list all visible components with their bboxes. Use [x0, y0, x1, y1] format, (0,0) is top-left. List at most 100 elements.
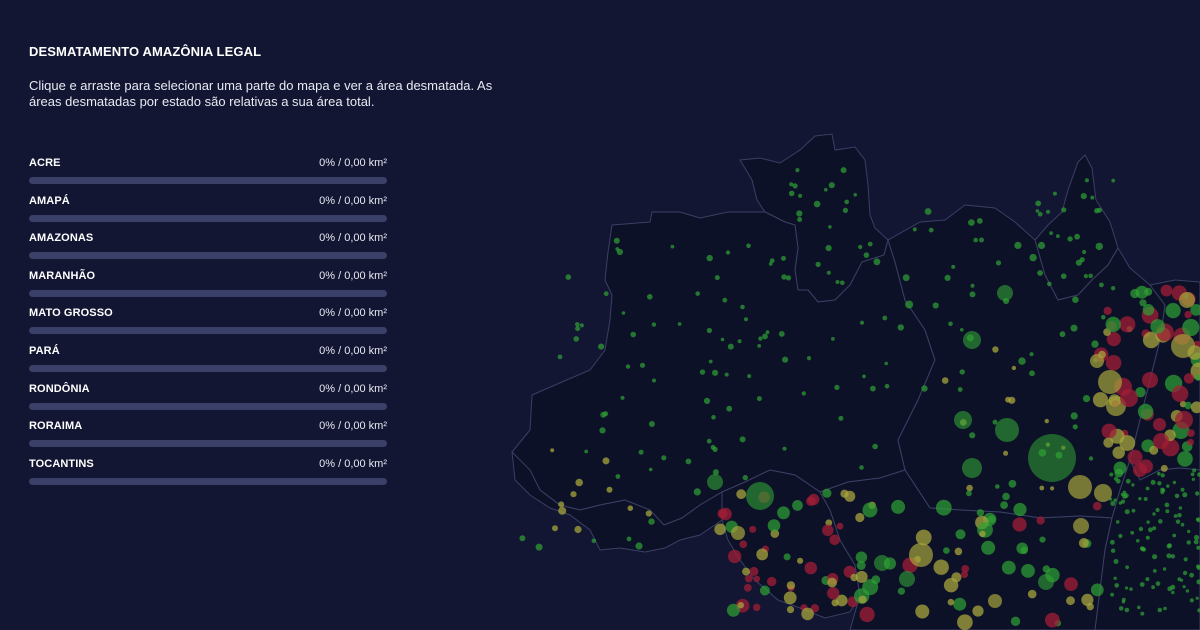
deforestation-dot-red [1064, 577, 1078, 591]
deforestation-dot-green [924, 208, 932, 215]
region-amazonas[interactable] [511, 211, 936, 526]
state-deforestation-value: 0% / 0,00 km² [319, 307, 387, 320]
deforestation-dot-green [1182, 570, 1188, 576]
deforestation-dot-green [969, 291, 976, 298]
deforestation-dot-green [921, 385, 928, 392]
deforestation-dot-green [1021, 564, 1035, 578]
state-row-header: MATO GROSSO 0% / 0,00 km² [29, 305, 387, 321]
deforestation-dot-green [1142, 304, 1155, 316]
deforestation-dot-green [1183, 557, 1188, 562]
deforestation-dot-green [1158, 519, 1163, 524]
deforestation-dot-green [765, 330, 770, 335]
deforestation-bubble-green [954, 411, 972, 429]
deforestation-dot-yellow [552, 525, 558, 532]
deforestation-dot-green [1150, 479, 1156, 485]
deforestation-dot-green [757, 344, 762, 348]
deforestation-dot-green [1114, 583, 1119, 588]
deforestation-dot-green [788, 190, 795, 197]
deforestation-dot-green [1167, 586, 1173, 592]
deforestation-dot-green [598, 343, 605, 350]
deforestation-dot-green [1121, 600, 1126, 604]
state-row-header: MARANHÃO 0% / 0,00 km² [29, 268, 387, 284]
deforestation-dot-green [1039, 536, 1046, 543]
deforestation-dot-green [1080, 193, 1087, 200]
deforestation-dot-green [976, 218, 983, 224]
deforestation-dot-yellow [1050, 486, 1055, 491]
deforestation-dot-green [1000, 501, 1008, 509]
deforestation-dot-green [1157, 471, 1161, 476]
deforestation-dot-red [753, 603, 761, 612]
state-name: MARANHÃO [29, 269, 96, 282]
deforestation-dot-green [1082, 395, 1091, 403]
deforestation-dot-green [1113, 461, 1127, 475]
deforestation-dot-yellow [1039, 485, 1045, 491]
deforestation-dot-yellow [941, 377, 949, 384]
deforestation-dot-red [749, 525, 757, 533]
deforestation-dot-green [948, 321, 953, 327]
deforestation-dot-green [844, 199, 849, 205]
deforestation-dot-green [613, 237, 620, 244]
deforestation-dot-yellow [943, 578, 959, 593]
deforestation-dot-green [727, 343, 734, 350]
deforestation-dot-green [625, 364, 631, 369]
deforestation-dot-yellow [947, 598, 955, 606]
state-row: AMAZONAS 0% / 0,00 km² [29, 230, 387, 268]
deforestation-dot-green [1118, 606, 1124, 611]
state-name: RORAIMA [29, 420, 83, 433]
deforestation-dot-yellow [858, 595, 867, 604]
deforestation-dot-green [1018, 357, 1026, 365]
deforestation-dot-yellow [1190, 401, 1200, 414]
deforestation-dot-green [703, 397, 711, 404]
deforestation-bubble-green [746, 482, 774, 510]
deforestation-bubble-green [707, 474, 723, 490]
deforestation-dot-green [897, 587, 906, 595]
deforestation-dot-green [647, 294, 653, 300]
deforestation-dot-green [737, 339, 742, 344]
deforestation-dot-green [747, 374, 752, 379]
deforestation-dot-green [777, 506, 790, 520]
deforestation-bubble-red [1153, 433, 1169, 449]
deforestation-dot-green [1152, 526, 1157, 531]
deforestation-dot-red [822, 524, 834, 537]
deforestation-dot-yellow [602, 457, 610, 465]
deforestation-dot-green [792, 183, 798, 189]
deforestation-dot-green [912, 227, 917, 232]
deforestation-dot-green [1105, 316, 1121, 333]
deforestation-dot-green [1193, 534, 1200, 541]
deforestation-dot-green [724, 372, 729, 377]
deforestation-bubble-yellow [1068, 475, 1092, 499]
state-row-header: AMAZONAS 0% / 0,00 km² [29, 230, 387, 246]
deforestation-dot-green [1166, 484, 1170, 488]
deforestation-dot-green [1072, 296, 1079, 304]
deforestation-dot-yellow [1103, 437, 1114, 448]
deforestation-dot-red [1106, 332, 1121, 347]
deforestation-dot-green [1136, 539, 1140, 543]
state-progress-bar [29, 214, 387, 222]
deforestation-dot-green [1037, 270, 1043, 276]
deforestation-dot-green [870, 385, 876, 392]
state-row-header: AMAPÁ 0% / 0,00 km² [29, 193, 387, 209]
state-row-header: RONDÔNIA 0% / 0,00 km² [29, 381, 387, 397]
state-progress-bar [29, 177, 387, 184]
deforestation-dot-green [902, 274, 910, 282]
deforestation-dot-green [822, 488, 832, 498]
deforestation-dot-green [778, 331, 785, 337]
deforestation-dot-green [1170, 554, 1176, 559]
deforestation-dot-green [1115, 478, 1121, 484]
deforestation-dots [519, 167, 1200, 630]
deforestation-dot-green [831, 337, 835, 341]
deforestation-dot-green [1157, 481, 1162, 486]
deforestation-dot-green [969, 432, 976, 439]
deforestation-dot-yellow [606, 486, 613, 493]
state-row: MATO GROSSO 0% / 0,00 km² [29, 305, 387, 343]
deforestation-dot-green [1002, 492, 1010, 501]
deforestation-dot-green [1177, 513, 1182, 518]
deforestation-dot-red [1160, 284, 1173, 297]
deforestation-dot-green [1131, 483, 1135, 487]
deforestation-dot-green [685, 458, 692, 465]
state-progress-bar [29, 364, 387, 372]
deforestation-dot-green [785, 275, 792, 281]
deforestation-dot-green [905, 300, 914, 309]
deforestation-dot-green [758, 336, 763, 341]
